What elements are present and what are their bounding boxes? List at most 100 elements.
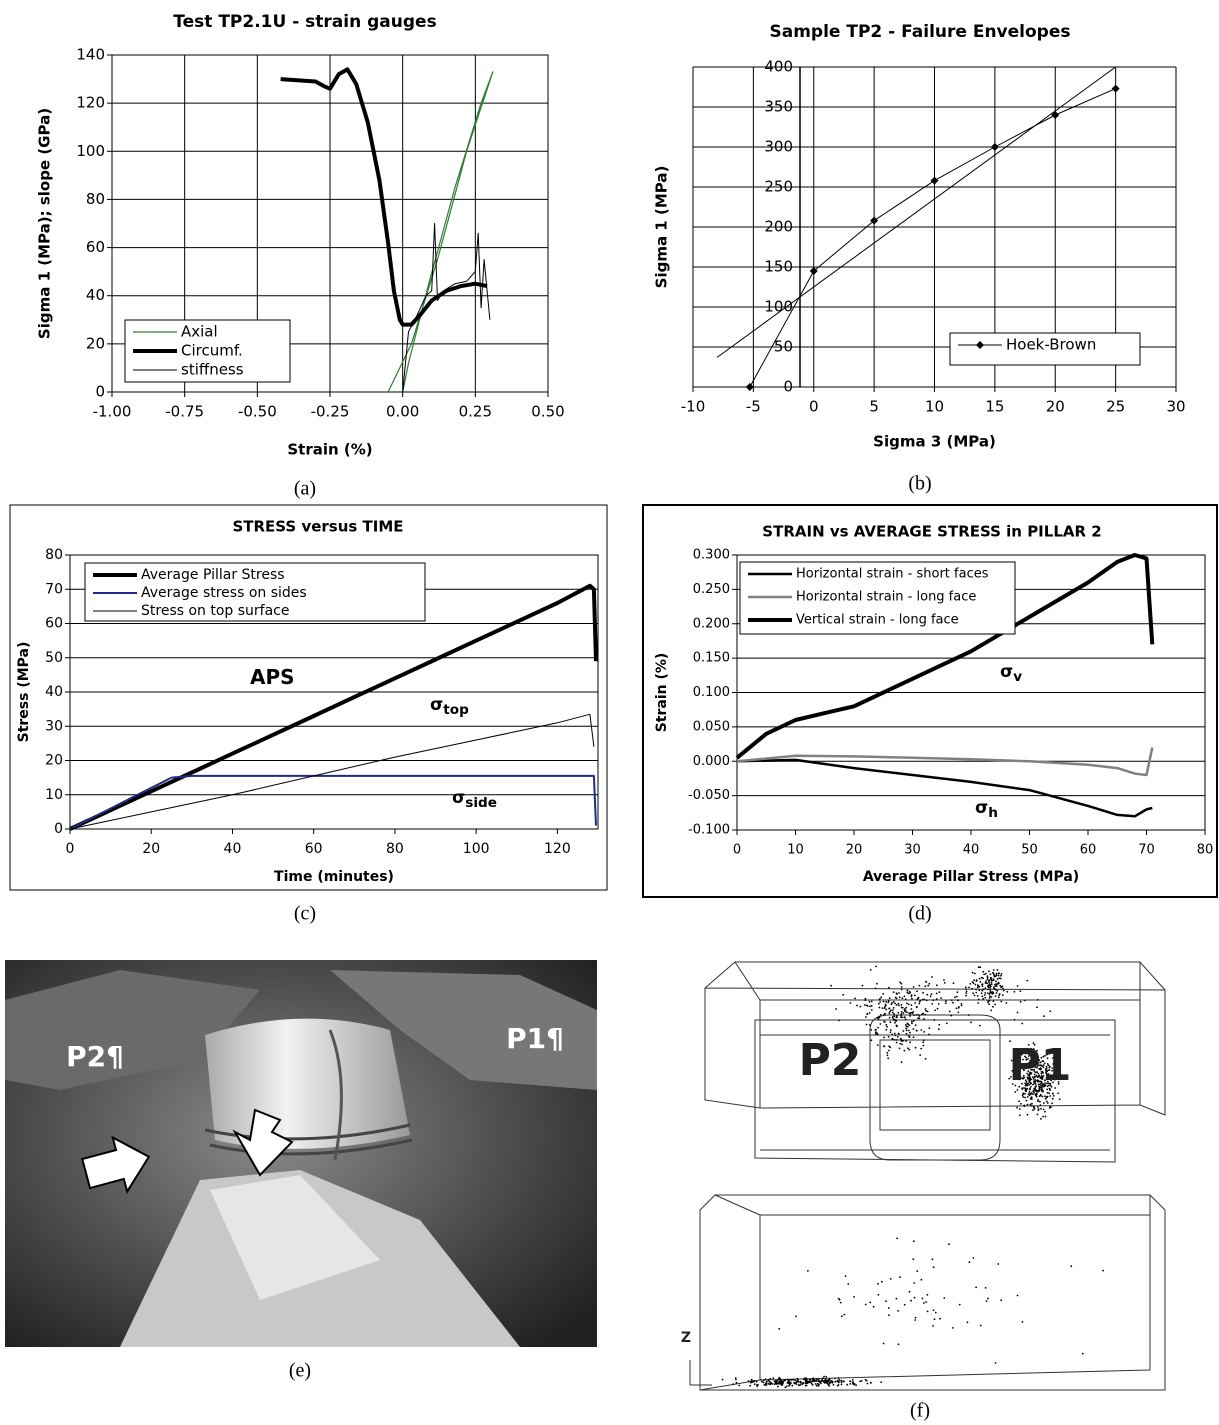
event-dot bbox=[1020, 1053, 1023, 1056]
event-dot bbox=[896, 1039, 898, 1041]
event-dot bbox=[878, 1006, 881, 1009]
event-dot bbox=[970, 1021, 972, 1024]
event-dot bbox=[952, 1001, 954, 1004]
event-dot bbox=[903, 1008, 906, 1011]
y-tick-label: 0.250 bbox=[693, 582, 730, 597]
event-dot bbox=[952, 1327, 954, 1329]
event-dot bbox=[1031, 1068, 1034, 1071]
event-dot bbox=[979, 981, 982, 983]
event-dot bbox=[986, 992, 989, 994]
event-dot bbox=[978, 1024, 981, 1027]
event-dot bbox=[900, 1011, 903, 1013]
event-dot bbox=[877, 1018, 880, 1021]
event-dot bbox=[955, 1007, 958, 1010]
event-dot bbox=[838, 1298, 841, 1301]
legend-label: Average Pillar Stress bbox=[141, 567, 285, 583]
event-dot bbox=[987, 984, 990, 987]
event-dot bbox=[806, 1380, 809, 1383]
event-dot bbox=[1024, 999, 1026, 1002]
event-dot bbox=[1021, 1065, 1024, 1068]
event-dot bbox=[829, 1378, 831, 1380]
event-dot bbox=[865, 1023, 868, 1026]
event-dot bbox=[938, 991, 941, 993]
x-tick-label: 0.00 bbox=[386, 403, 419, 421]
event-dot bbox=[892, 1000, 895, 1003]
y-tick-label: 20 bbox=[45, 753, 63, 769]
event-dot bbox=[975, 988, 977, 991]
y-tick-label: 200 bbox=[764, 218, 793, 236]
event-dot bbox=[903, 1049, 906, 1052]
x-tick-label: 60 bbox=[305, 841, 323, 857]
event-dot bbox=[988, 997, 991, 999]
event-dot bbox=[995, 980, 997, 983]
event-dot bbox=[990, 983, 993, 985]
event-dot bbox=[761, 1380, 763, 1383]
event-dot bbox=[1008, 1077, 1011, 1080]
event-dot bbox=[732, 1383, 735, 1385]
event-dot bbox=[1046, 1092, 1049, 1094]
event-dot bbox=[891, 1033, 893, 1036]
y-tick-label: 20 bbox=[86, 334, 105, 352]
event-dot bbox=[906, 1025, 909, 1028]
event-dot bbox=[1022, 1093, 1024, 1096]
event-dot bbox=[914, 1316, 917, 1319]
event-dot bbox=[788, 1384, 790, 1387]
event-dot bbox=[1035, 1066, 1038, 1069]
event-dot bbox=[976, 984, 979, 987]
event-dot bbox=[893, 1013, 895, 1015]
annotation-text: APS bbox=[250, 665, 295, 689]
event-dot bbox=[999, 977, 1002, 980]
event-dot bbox=[889, 1046, 892, 1049]
model-wireframe bbox=[689, 961, 1166, 1391]
event-dot bbox=[896, 1237, 898, 1240]
event-dot bbox=[940, 997, 942, 999]
event-dot bbox=[1021, 1022, 1024, 1025]
annotation: σtop bbox=[430, 695, 469, 718]
event-dot bbox=[1057, 1083, 1060, 1085]
event-dot bbox=[1026, 1072, 1029, 1075]
event-dot bbox=[1041, 1085, 1044, 1087]
event-dot bbox=[1028, 1083, 1031, 1086]
event-dot bbox=[1029, 1086, 1032, 1088]
event-dot bbox=[906, 1011, 908, 1014]
event-dot bbox=[853, 1296, 855, 1298]
event-dot bbox=[870, 1009, 873, 1011]
event-dot bbox=[778, 1327, 781, 1330]
event-dot bbox=[909, 1031, 911, 1034]
event-dot bbox=[816, 1382, 819, 1385]
event-dot bbox=[721, 1378, 724, 1381]
event-dot bbox=[910, 1008, 913, 1010]
y-tick-label: 80 bbox=[86, 190, 105, 208]
event-dot bbox=[885, 1300, 887, 1303]
x-tick-label: 20 bbox=[1046, 398, 1065, 416]
event-dot bbox=[760, 1379, 763, 1381]
chart-title: STRAIN vs AVERAGE STRESS in PILLAR 2 bbox=[762, 523, 1101, 541]
y-tick-label: 140 bbox=[76, 46, 105, 64]
event-dot bbox=[905, 1040, 907, 1042]
event-dot bbox=[918, 1015, 921, 1017]
event-dot bbox=[839, 1301, 842, 1304]
event-dot bbox=[912, 1036, 915, 1039]
event-dot bbox=[906, 989, 909, 992]
event-dot bbox=[1081, 1352, 1084, 1355]
event-dot bbox=[1039, 1104, 1042, 1106]
event-dot bbox=[869, 969, 872, 971]
event-dot bbox=[1046, 1080, 1049, 1083]
event-cloud bbox=[721, 965, 1104, 1389]
event-dot bbox=[965, 988, 967, 991]
event-dot bbox=[1049, 1082, 1052, 1085]
event-dot bbox=[954, 996, 956, 999]
event-dot bbox=[926, 1293, 929, 1296]
event-dot bbox=[907, 992, 910, 995]
event-dot bbox=[806, 1379, 808, 1381]
event-dot bbox=[917, 1013, 919, 1016]
event-dot bbox=[908, 1048, 911, 1051]
x-tick-label: 0 bbox=[809, 398, 819, 416]
event-dot bbox=[1041, 1095, 1044, 1098]
event-dot bbox=[1021, 1082, 1023, 1085]
event-dot bbox=[869, 1301, 872, 1304]
event-dot bbox=[914, 1046, 917, 1049]
event-dot bbox=[838, 1378, 841, 1381]
event-dot bbox=[1031, 1076, 1034, 1079]
